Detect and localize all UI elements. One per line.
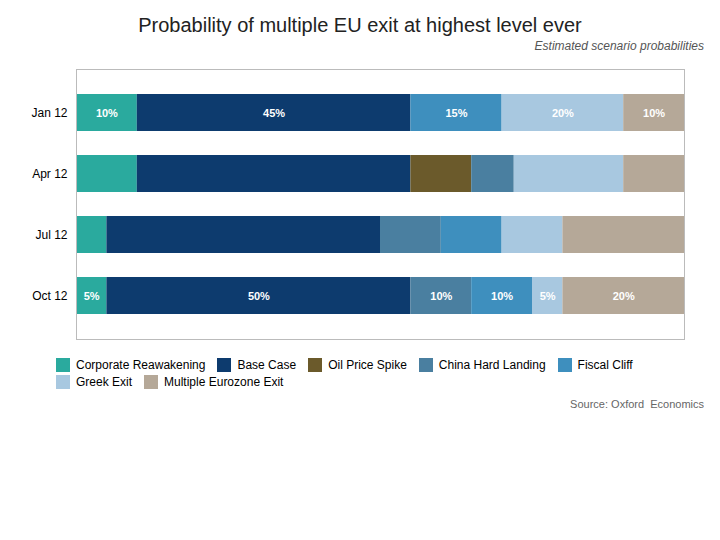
html-text:Probability of multiple EU exi: Probability of multiple EU exit at highe… bbox=[138, 14, 582, 36]
svg-text:10%: 10% bbox=[430, 290, 452, 302]
svg-text:10%: 10% bbox=[491, 290, 513, 302]
svg-text:Jul 12: Jul 12 bbox=[35, 228, 67, 242]
svg-text:Jan 12: Jan 12 bbox=[31, 106, 67, 120]
html-text:Greek Exit: Greek Exit bbox=[76, 374, 132, 389]
html-text:Multiple Eurozone Exit: Multiple Eurozone Exit bbox=[164, 374, 284, 389]
html-text:Oil Price Spike: Oil Price Spike bbox=[328, 358, 407, 373]
svg-text:10%: 10% bbox=[96, 107, 118, 119]
html-text:Estimated scenario probabiliti: Estimated scenario probabilities bbox=[534, 39, 704, 53]
svg-text:5%: 5% bbox=[84, 290, 100, 302]
svg-text:Oct 12: Oct 12 bbox=[32, 289, 68, 303]
svg-text:20%: 20% bbox=[613, 290, 635, 302]
html-text:China Hard Landing: China Hard Landing bbox=[438, 358, 546, 373]
html-text:Fiscal Cliff: Fiscal Cliff bbox=[577, 358, 633, 373]
svg-text:45%: 45% bbox=[263, 107, 285, 119]
svg-text:10%: 10% bbox=[643, 107, 665, 119]
svg-text:15%: 15% bbox=[445, 107, 467, 119]
svg-text:5%: 5% bbox=[540, 290, 556, 302]
html-text:Source: Oxford Economics: Source: Oxford Economics bbox=[570, 398, 704, 410]
svg-text:50%: 50% bbox=[248, 290, 270, 302]
html-text:Base Case: Base Case bbox=[237, 358, 297, 373]
svg-text:20%: 20% bbox=[552, 107, 574, 119]
html-text:Corporate Reawakening: Corporate Reawakening bbox=[76, 358, 206, 373]
svg-text:Apr 12: Apr 12 bbox=[32, 167, 68, 181]
